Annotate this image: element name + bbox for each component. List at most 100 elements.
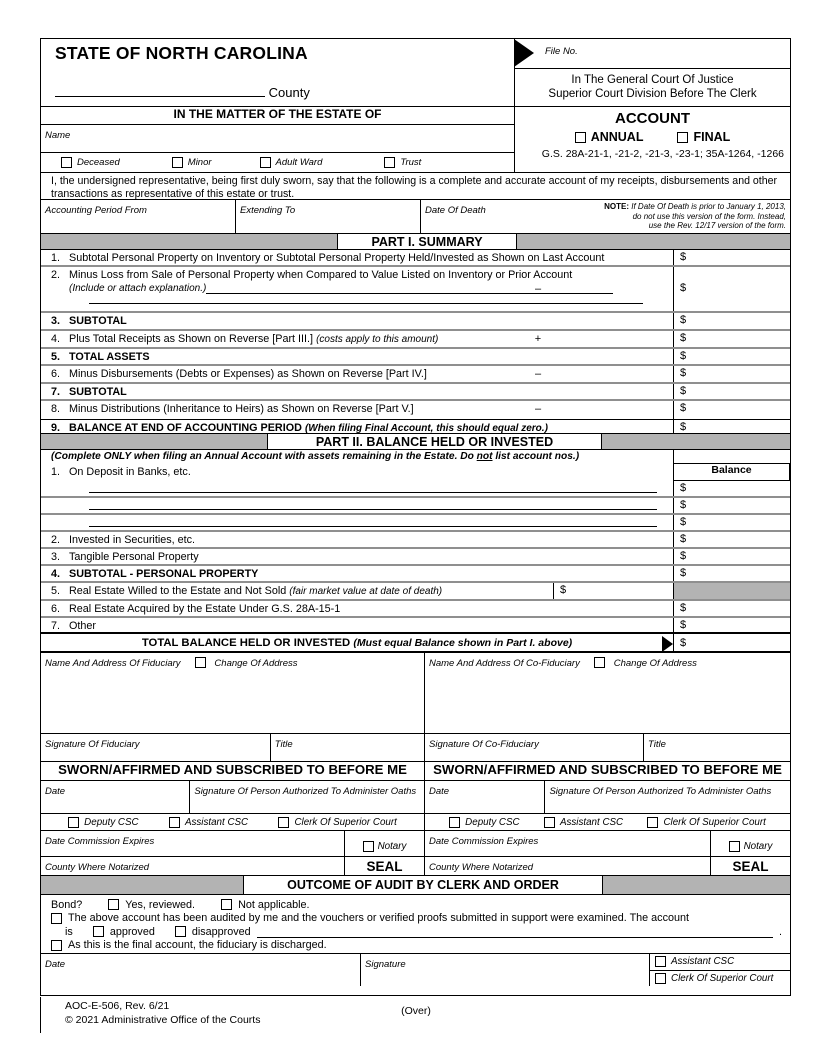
estate-name-input[interactable]: Name [41,124,514,153]
amount-field[interactable]: $ [673,250,790,265]
commission-expires-field[interactable]: Date Commission Expires [41,831,344,856]
adult-ward-checkbox[interactable] [259,157,271,168]
deputy-csc-label: Deputy CSC [84,816,139,828]
row-number: 7. [51,620,61,632]
oath-signature-field[interactable]: Signature Of Person Authorized To Admini… [190,781,424,813]
dollar-sign: $ [680,602,687,614]
part2-blank-row: $ [41,481,790,498]
deputy-csc-label: Deputy CSC [465,816,520,828]
row-number: 3. [51,551,61,563]
extending-to-field[interactable]: Extending To [236,200,421,233]
amount-field[interactable]: $ [673,515,790,530]
date-of-death-field[interactable]: Date Of Death [421,200,596,233]
part2-row-3: 3. Tangible Personal Property $ [41,549,790,566]
amount-field[interactable]: $ [673,618,790,632]
final-checkbox[interactable] [677,132,689,143]
deposit-line-input[interactable] [89,492,657,493]
bond-na-checkbox[interactable] [221,899,233,910]
co-fiduciary-signature-label: Signature Of Co-Fiduciary [429,739,539,750]
sworn-date-field[interactable]: Date [41,781,191,813]
file-no-box[interactable]: File No. [514,39,790,69]
fiduciary-section: Name And Address Of Fiduciary Change Of … [41,653,790,761]
amount-field[interactable]: $ [673,601,790,616]
form-aoc-e-506: STATE OF NORTH CAROLINA County File No. … [40,38,791,996]
amount-field[interactable]: $ [673,532,790,547]
audited-checkbox[interactable] [51,912,62,924]
accounting-period-from-field[interactable]: Accounting Period From [41,200,236,233]
co-fiduciary-name-address-field[interactable]: Name And Address Of Co-Fiduciary Change … [425,653,790,733]
amount-field[interactable]: $ [673,549,790,564]
part1-row-3: 3. SUBTOTAL $ [41,313,790,331]
clerk-superior-court-checkbox[interactable] [278,816,290,828]
is-label: is [65,925,73,938]
fiduciary-name-address-field[interactable]: Name And Address Of Fiduciary Change Of … [41,653,424,733]
amount-field[interactable]: $ [673,313,790,329]
explanation-input[interactable] [206,282,613,294]
dollar-sign: $ [680,516,687,528]
amount-field[interactable]: $ [673,420,790,433]
sworn-date-field[interactable]: Date [425,781,546,813]
row-number: 6. [51,603,61,615]
trust-checkbox[interactable] [384,157,396,168]
county-notarized-field[interactable]: County Where Notarized [41,857,344,875]
dollar-sign: $ [680,637,687,649]
co-fiduciary-title-field[interactable]: Title [644,734,790,761]
disapproved-reason-input[interactable] [256,926,773,938]
assistant-csc-checkbox[interactable] [168,816,180,828]
oath-signature-field[interactable]: Signature Of Person Authorized To Admini… [545,781,790,813]
fiduciary-signature-field[interactable]: Signature Of Fiduciary [41,734,271,761]
co-change-of-address-label: Change Of Address [613,658,697,669]
sworn-date-label: Date [429,786,450,797]
sworn-header-left: SWORN/AFFIRMED AND SUBSCRIBED TO BEFORE … [58,762,407,777]
total-amount-field[interactable]: $ [673,634,790,651]
minor-checkbox[interactable] [171,157,183,168]
commission-expires-field[interactable]: Date Commission Expires [425,831,710,856]
county-input[interactable] [55,83,265,97]
audit-date-field[interactable]: Date [41,954,361,986]
amount-field[interactable]: $ [673,267,790,311]
note-line-1: If Date Of Death is prior to January 1, … [631,202,786,211]
audit-clerk-checkbox[interactable] [655,972,666,984]
deputy-csc-checkbox[interactable] [68,816,80,828]
dollar-sign: $ [680,402,687,414]
county-notarized-field[interactable]: County Where Notarized [425,857,710,875]
seal-label: SEAL [710,857,790,875]
co-fiduciary-signature-field[interactable]: Signature Of Co-Fiduciary [425,734,644,761]
deputy-csc-checkbox[interactable] [449,816,461,828]
annual-checkbox[interactable] [574,132,586,143]
disapproved-checkbox[interactable] [174,926,186,937]
part1-row-8: 8. Minus Distributions (Inheritance to He… [41,401,790,419]
amount-field[interactable]: $ [673,498,790,513]
amount-field[interactable]: $ [673,401,790,419]
explanation-input-2[interactable] [89,303,643,304]
co-change-of-address-checkbox[interactable] [594,657,606,668]
notary-checkbox[interactable] [362,841,374,852]
audit-section: Bond? Yes, reviewed. Not applicable. The… [41,895,790,953]
approved-checkbox[interactable] [92,926,104,937]
row-number: 8. [51,403,61,415]
assistant-csc-checkbox[interactable] [543,816,555,828]
clerk-superior-court-label: Clerk Of Superior Court [294,816,397,828]
amount-field[interactable]: $ [673,366,790,382]
bond-yes-checkbox[interactable] [108,899,120,910]
dollar-sign: $ [680,482,687,494]
estate-matter-header: IN THE MATTER OF THE ESTATE OF [173,107,382,121]
amount-field[interactable]: $ [673,481,790,496]
real-estate-amount-field[interactable]: $ [553,583,673,599]
amount-field[interactable]: $ [673,331,790,347]
discharged-checkbox[interactable] [51,939,62,951]
deposit-line-input[interactable] [89,526,657,527]
clerk-superior-court-checkbox[interactable] [647,816,659,828]
amount-field[interactable]: $ [673,349,790,364]
amount-field[interactable]: $ [673,384,790,399]
deceased-checkbox[interactable] [61,157,72,168]
audit-assistant-csc-checkbox[interactable] [655,956,666,968]
notary-checkbox[interactable] [728,841,740,852]
row-label: Plus Total Receipts as Shown on Reverse … [69,333,314,345]
deposit-line-input[interactable] [89,509,657,510]
amount-field[interactable]: $ [673,566,790,581]
fiduciary-title-field[interactable]: Title [271,734,424,761]
audit-signature-field[interactable]: Signature [361,954,650,986]
dollar-sign: $ [680,385,687,397]
change-of-address-checkbox[interactable] [194,657,206,668]
